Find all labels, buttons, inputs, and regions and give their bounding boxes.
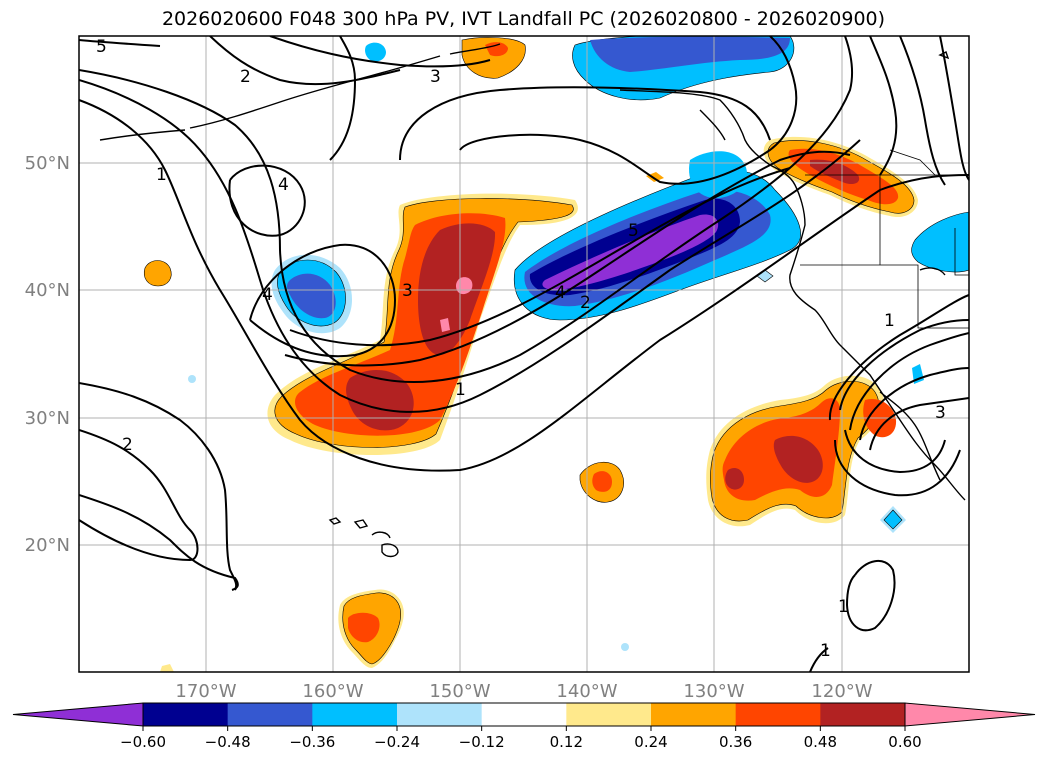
lon-label-130w: 130°W	[683, 681, 744, 702]
colorbar-tick-label: 0.36	[719, 733, 752, 751]
contour-label: 4	[278, 175, 289, 195]
longitude-labels: 170°W 160°W 150°W 140°W 130°W 120°W	[175, 681, 872, 702]
lon-label-140w: 140°W	[556, 681, 617, 702]
lat-label-20n: 20°N	[25, 535, 70, 556]
contour-label: 1	[820, 641, 831, 661]
lat-label-30n: 30°N	[25, 408, 70, 429]
map-plot-area: 1 1 1 1 1 2 2 2 3 3 3 4 4 4 5 5	[79, 36, 969, 672]
contour-label: 1	[884, 311, 895, 331]
contour-label: 2	[580, 293, 591, 313]
contour-label: 1	[838, 597, 849, 617]
contour-label: 3	[935, 403, 946, 423]
colorbar-tick-label: −0.24	[374, 733, 420, 751]
map-title: 2026020600 F048 300 hPa PV, IVT Landfall…	[161, 8, 886, 30]
lon-label-120w: 120°W	[811, 681, 872, 702]
colorbar-swatch	[651, 703, 737, 726]
colorbar-frame	[142, 702, 906, 727]
colorbar-tick-label: 0.24	[634, 733, 667, 751]
political-borders	[800, 149, 969, 329]
contour-label: 1	[455, 380, 466, 400]
coastlines	[99, 43, 966, 558]
lat-label-40n: 40°N	[25, 280, 70, 301]
ivt-contours	[79, 36, 969, 672]
colorbar-tick-label: −0.48	[205, 733, 251, 751]
colorbar-tick-label: 0.48	[804, 733, 837, 751]
map-frame	[78, 35, 970, 673]
contour-label: 2	[122, 435, 133, 455]
colorbar-extend-max	[904, 702, 1036, 727]
colorbar-swatch	[397, 703, 483, 726]
contour-label: 4	[555, 283, 566, 303]
contour-label: 3	[402, 281, 413, 301]
positive-pv-shading	[143, 37, 918, 672]
colorbar-swatch	[227, 703, 313, 726]
colorbar-tick-label: −0.60	[120, 733, 166, 751]
contour-label: 1	[156, 165, 167, 185]
colorbar-tick-label: −0.12	[459, 733, 505, 751]
colorbar-tick-label: 0.12	[550, 733, 583, 751]
colorbar-tick-label: 0.60	[888, 733, 921, 751]
contour-label: 3	[430, 67, 441, 87]
contour-label: 5	[96, 37, 107, 57]
colorbar-swatch	[566, 703, 652, 726]
contour-label: 2	[240, 67, 251, 87]
colorbar: −0.60 −0.48 −0.36 −0.24 −0.12 0.12 0.24 0.36 0.4…	[12, 702, 1036, 751]
lat-label-50n: 50°N	[25, 153, 70, 174]
lon-label-150w: 150°W	[429, 681, 490, 702]
colorbar-swatch	[820, 703, 906, 726]
lon-label-160w: 160°W	[302, 681, 363, 702]
colorbar-swatch	[312, 703, 398, 726]
map-gridlines	[79, 36, 969, 672]
colorbar-swatch	[735, 703, 821, 726]
colorbar-swatch	[143, 703, 229, 726]
contour-labels: 1 1 1 1 1 2 2 2 3 3 3 4 4 4 5 5	[96, 37, 946, 661]
colorbar-extend-min	[12, 702, 144, 727]
lon-label-170w: 170°W	[175, 681, 236, 702]
colorbar-tick-label: −0.36	[289, 733, 335, 751]
contour-label: 4	[262, 285, 273, 305]
contour-label: 5	[628, 221, 639, 241]
colorbar-swatch	[481, 703, 567, 726]
latitude-labels: 50°N 40°N 30°N 20°N	[25, 153, 70, 556]
